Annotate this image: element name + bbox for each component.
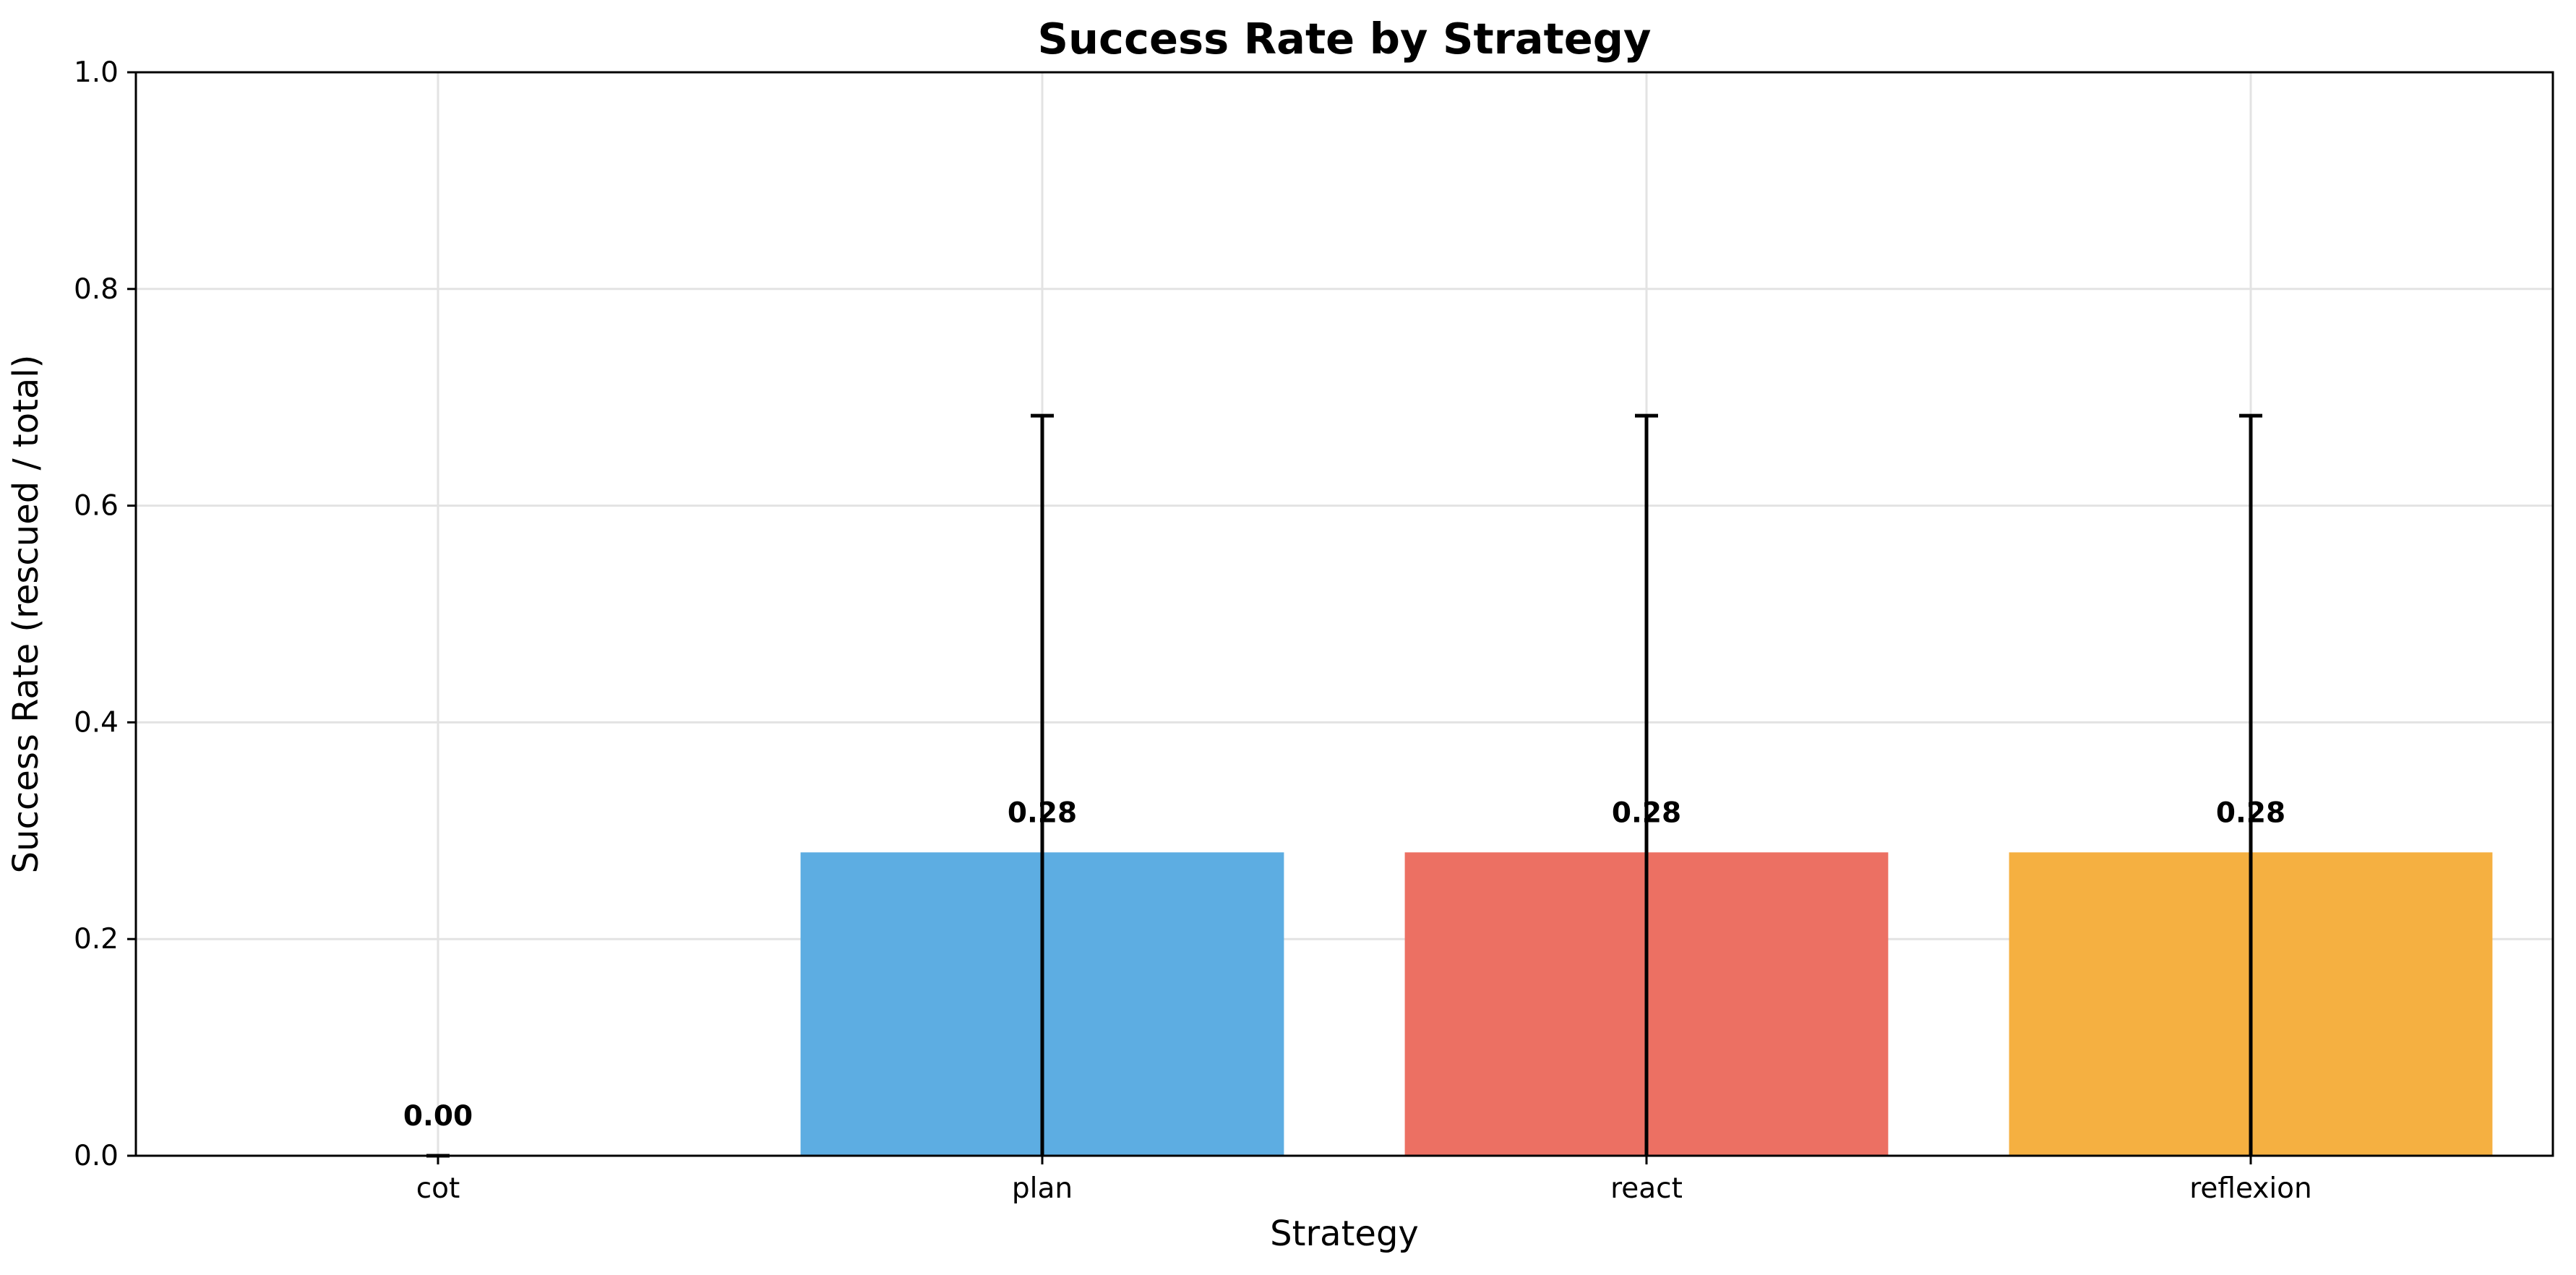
errorbar-layer: [426, 413, 2262, 1158]
x-tick-label-cot: cot: [416, 1172, 460, 1205]
value-label-plan: 0.28: [1008, 797, 1077, 829]
labels-layer: 0.00 0.28 0.28 0.28: [403, 797, 2285, 1133]
y-tick-label: 0.2: [74, 923, 119, 956]
y-tick-label: 0.6: [74, 490, 119, 523]
x-tick-label-plan: plan: [1012, 1172, 1073, 1205]
x-axis-label: Strategy: [1270, 1214, 1419, 1254]
value-label-cot: 0.00: [403, 1100, 473, 1133]
chart-title: Success Rate by Strategy: [1038, 14, 1652, 64]
y-tick-label: 0.0: [74, 1140, 119, 1172]
ticks-layer: 0.0 0.2 0.4 0.6 0.8 1.0 cot plan react reflexion: [74, 56, 2312, 1205]
value-label-reflexion: 0.28: [2216, 797, 2285, 829]
y-tick-label: 0.4: [74, 706, 119, 739]
x-tick-label-reflexion: reflexion: [2189, 1172, 2312, 1205]
y-tick-label: 1.0: [74, 56, 119, 89]
y-tick-label: 0.8: [74, 273, 119, 306]
value-label-react: 0.28: [1612, 797, 1681, 829]
plot-frame: [134, 71, 2554, 1157]
y-axis-label: Success Rate (rescued / total): [6, 355, 46, 874]
x-tick-label-react: react: [1610, 1172, 1683, 1205]
